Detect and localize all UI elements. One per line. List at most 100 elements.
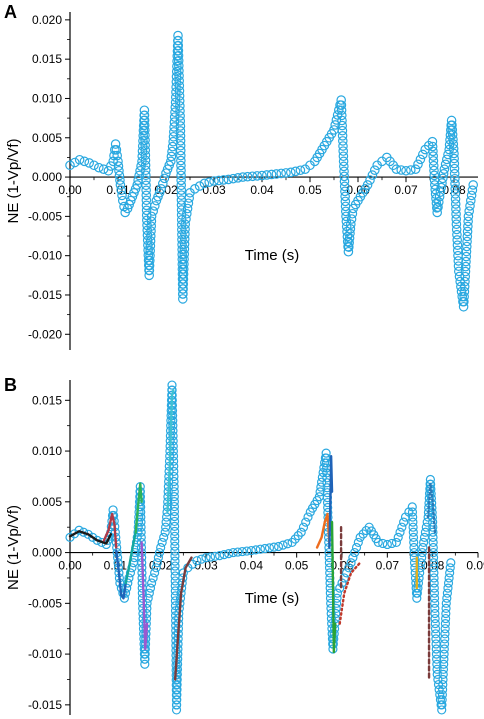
data-point: [176, 175, 186, 186]
data-point: [362, 180, 373, 190]
data-point: [169, 481, 179, 492]
fit-line-1: [68, 530, 112, 545]
data-point: [172, 669, 182, 679]
data-point: [432, 664, 442, 674]
data-point: [295, 165, 306, 176]
data-point: [459, 281, 470, 292]
data-point: [464, 206, 474, 216]
data-point: [461, 251, 472, 262]
data-point: [336, 105, 347, 116]
data-point: [459, 296, 469, 307]
data-point: [173, 30, 183, 41]
data-point: [441, 154, 452, 165]
data-point: [345, 228, 355, 239]
data-point: [141, 185, 151, 196]
data-point: [159, 173, 170, 184]
data-point: [432, 669, 442, 679]
data-point: [140, 659, 150, 669]
data-point: [428, 522, 438, 532]
data-point: [125, 568, 136, 578]
data-point: [344, 233, 355, 243]
data-point: [178, 279, 189, 289]
data-point: [410, 563, 420, 573]
data-point: [440, 629, 450, 639]
data-point: [344, 237, 354, 248]
data-point: [180, 224, 190, 235]
data-point: [151, 563, 161, 573]
data-point: [459, 291, 469, 302]
data-point: [152, 558, 162, 568]
data-point: [175, 126, 186, 136]
chart-panel-b: B 0.015 0.010 0.005 0.000 -0.005 -0.010 -0.015 0…: [4, 375, 484, 715]
data-point: [468, 180, 478, 190]
data-point: [461, 246, 472, 257]
data-point: [124, 573, 134, 583]
data-point: [174, 60, 184, 71]
data-point: [440, 634, 450, 644]
data-point: [166, 151, 177, 162]
data-point: [407, 502, 417, 512]
data-point: [438, 669, 448, 679]
data-point: [442, 593, 452, 603]
data-point: [223, 174, 234, 185]
data-point: [441, 613, 451, 624]
data-point: [439, 164, 450, 175]
data-point: [88, 532, 98, 542]
data-point: [156, 184, 166, 194]
data-point: [450, 173, 460, 184]
data-point: [439, 654, 449, 664]
data-point: [146, 221, 156, 231]
data-point: [114, 170, 125, 181]
data-point: [414, 573, 424, 583]
data-point: [430, 624, 441, 634]
data-point: [345, 224, 356, 234]
data-point: [92, 535, 102, 545]
data-point: [178, 274, 189, 284]
data-point: [174, 75, 184, 86]
data-point: [342, 226, 352, 237]
data-point: [413, 159, 423, 170]
data-point: [336, 110, 347, 121]
data-point: [437, 690, 447, 700]
data-point: [219, 550, 229, 560]
data-point: [450, 179, 460, 189]
data-point: [146, 226, 156, 236]
data-point: [251, 545, 261, 555]
data-point: [176, 180, 187, 191]
fit-line-7: [166, 388, 175, 514]
data-point: [453, 261, 464, 271]
y-tick-label: 0.005: [32, 131, 62, 145]
data-point: [170, 551, 180, 561]
data-point: [407, 507, 418, 517]
data-point: [140, 654, 150, 664]
data-point: [247, 171, 258, 182]
data-point: [326, 603, 336, 614]
data-point: [176, 150, 186, 161]
data-point: [346, 214, 357, 224]
fit-line-4: [124, 531, 137, 585]
data-point: [290, 166, 301, 177]
data-point: [467, 185, 478, 195]
data-point: [428, 527, 438, 537]
data-point: [338, 156, 349, 167]
data-point: [321, 448, 331, 458]
data-point: [146, 231, 156, 241]
data-point: [174, 81, 185, 91]
data-point: [447, 129, 458, 140]
data-point: [449, 148, 459, 159]
data-point: [443, 583, 453, 593]
data-point: [437, 695, 447, 705]
data-point: [175, 121, 186, 131]
data-point: [158, 178, 168, 189]
data-point: [181, 214, 191, 224]
data-point: [417, 149, 428, 160]
data-point: [417, 547, 427, 558]
data-point: [373, 537, 383, 548]
data-point: [255, 544, 265, 554]
data-point: [172, 685, 182, 695]
data-point: [169, 487, 179, 497]
data-point: [144, 260, 155, 271]
data-point: [408, 532, 419, 542]
data-point: [141, 180, 151, 191]
